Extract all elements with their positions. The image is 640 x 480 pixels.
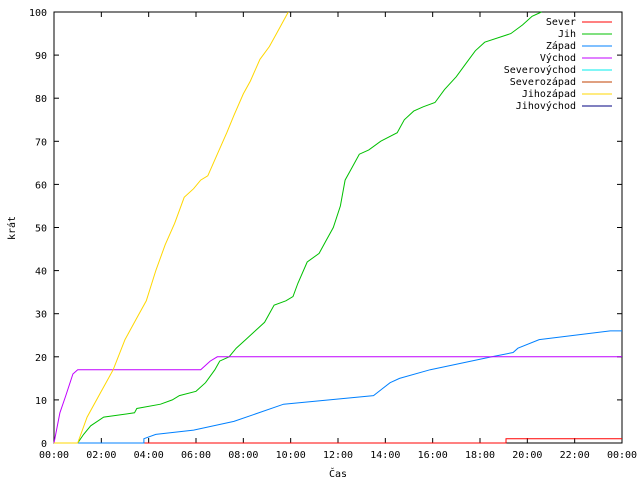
axis-ticks: 0 10 20 30 40 50 60 70 80 90 100 00:00 02:00 04:00 06:… (29, 8, 637, 461)
series-line (54, 11, 289, 444)
y-tick-label: 100 (29, 8, 47, 19)
y-tick-label: 90 (35, 51, 47, 62)
x-tick-label: 18:00 (465, 450, 495, 461)
series-line (53, 356, 622, 444)
y-tick-label: 0 (41, 439, 47, 450)
legend-label: Severozápad (510, 76, 576, 88)
x-axis-label: Čas (329, 467, 347, 480)
x-tick-label: 04:00 (134, 450, 164, 461)
y-axis-label: krát (6, 216, 18, 240)
x-tick-label: 00:00 (607, 450, 637, 461)
x-tick-label: 10:00 (276, 450, 306, 461)
y-tick-label: 80 (35, 94, 47, 105)
x-tick-label: 06:00 (181, 450, 211, 461)
y-tick-label: 30 (35, 310, 47, 321)
legend-label: Jihovýchod (516, 100, 576, 112)
legend-label: Severovýchod (504, 64, 576, 76)
legend-label: Západ (546, 40, 576, 52)
series-line (54, 438, 622, 444)
x-tick-label: 02:00 (86, 450, 116, 461)
legend-label: Východ (540, 52, 576, 64)
y-tick-label: 50 (35, 224, 47, 235)
x-tick-label: 12:00 (323, 450, 353, 461)
y-tick-label: 60 (35, 180, 47, 191)
x-tick-label: 08:00 (228, 450, 258, 461)
x-tick-label: 14:00 (370, 450, 400, 461)
x-tick-label: 22:00 (560, 450, 590, 461)
series-line (54, 11, 542, 444)
x-tick-label: 16:00 (418, 450, 448, 461)
legend: SeverJihZápadVýchodSeverovýchodSeverozáp… (504, 17, 612, 112)
legend-label: Sever (546, 17, 576, 28)
y-tick-label: 70 (35, 137, 47, 148)
y-tick-label: 40 (35, 267, 47, 278)
series-lines (53, 11, 622, 444)
y-tick-label: 10 (35, 396, 47, 407)
x-tick-label: 20:00 (512, 450, 542, 461)
x-tick-label: 00:00 (39, 450, 69, 461)
legend-label: Jihozápad (522, 88, 576, 100)
legend-label: Jih (558, 29, 576, 40)
series-line (54, 330, 622, 444)
y-tick-label: 20 (35, 353, 47, 364)
